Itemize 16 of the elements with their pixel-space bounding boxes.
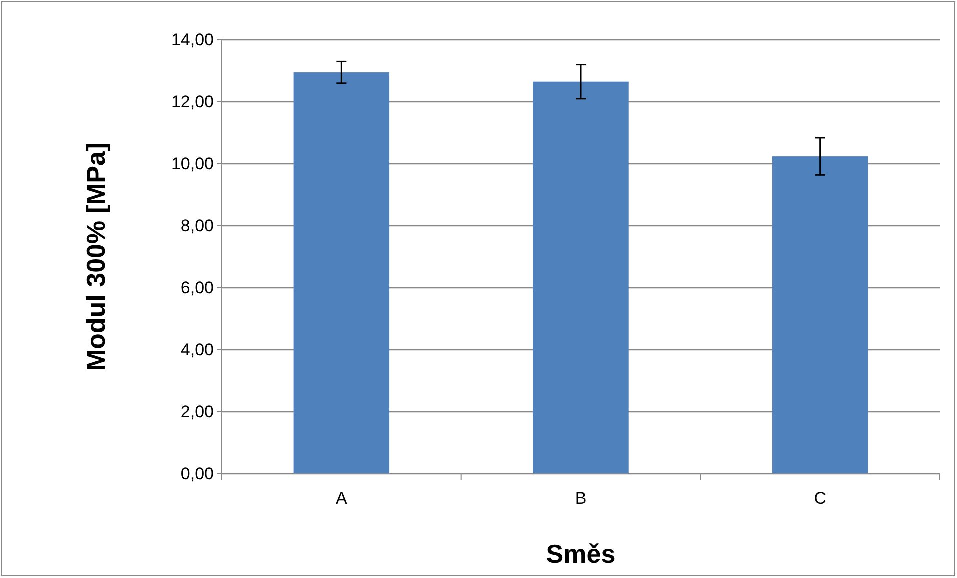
y-tick-label: 14,00 xyxy=(171,30,214,50)
y-tick-label: 12,00 xyxy=(171,92,214,112)
y-tick-label: 10,00 xyxy=(171,154,214,174)
y-tick-label: 4,00 xyxy=(180,340,214,360)
y-axis-title: Modul 300% [MPa] xyxy=(81,142,111,372)
x-tick-label: C xyxy=(814,489,826,508)
y-tick-label: 0,00 xyxy=(180,464,214,484)
x-axis-title: Směs xyxy=(546,539,616,569)
x-tick-label: B xyxy=(575,489,587,508)
bar xyxy=(294,72,390,474)
bar xyxy=(533,82,629,474)
y-tick-label: 8,00 xyxy=(180,216,214,236)
y-tick-label: 2,00 xyxy=(180,402,214,422)
x-tick-label: A xyxy=(336,489,348,508)
y-tick-label: 6,00 xyxy=(180,278,214,298)
bar xyxy=(772,156,868,474)
